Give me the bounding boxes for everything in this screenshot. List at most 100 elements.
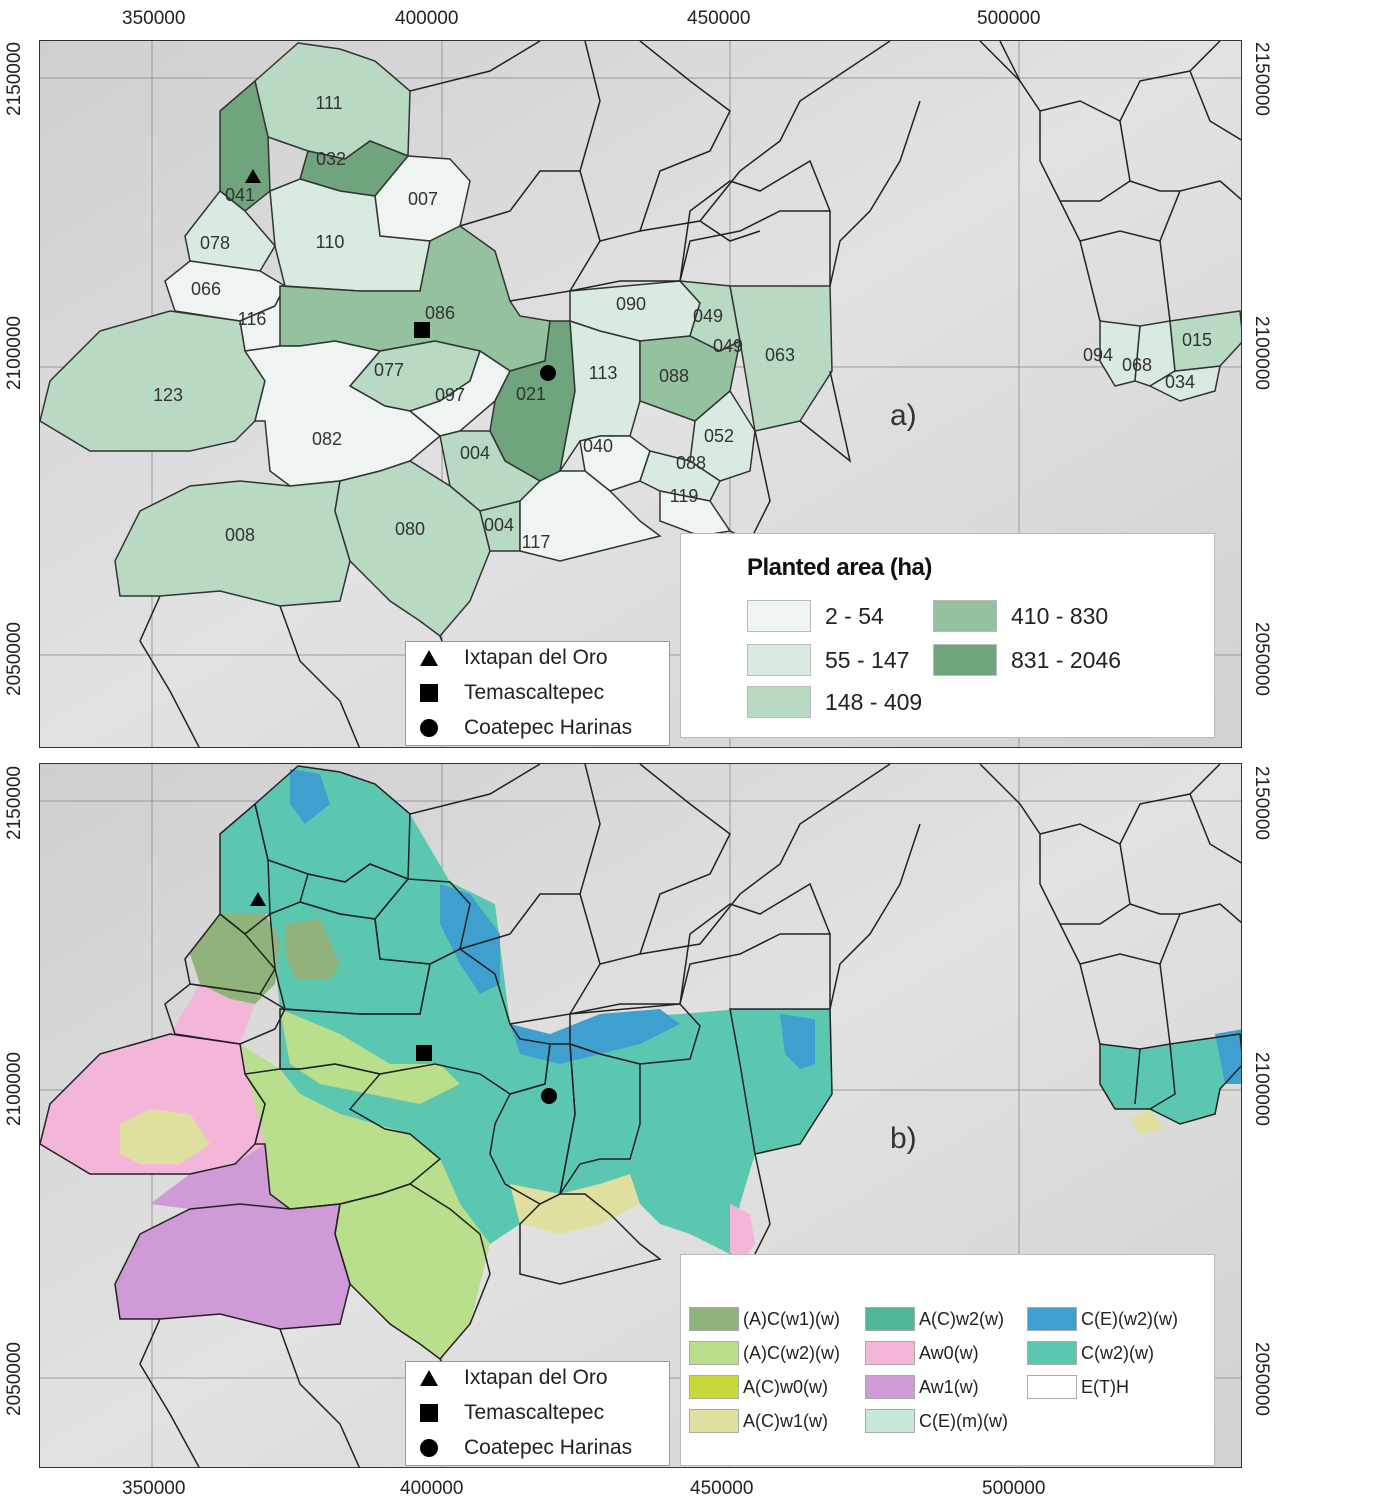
outline-municipalities bbox=[40, 764, 1241, 1467]
swatch bbox=[865, 1409, 915, 1433]
climate-class-1: (A)C(w1)(w) bbox=[689, 1305, 840, 1333]
legend-class-4: 410 - 830 bbox=[933, 598, 1108, 634]
climate-class-6: Aw0(w) bbox=[865, 1339, 979, 1367]
muni-label: 117 bbox=[522, 532, 551, 552]
muni-label: 123 bbox=[153, 385, 183, 405]
muni-label: 088 bbox=[659, 366, 689, 386]
map-a-svg: 111 032 041 007 078 110 066 116 086 090 … bbox=[40, 41, 1241, 747]
muni-088-a bbox=[639, 335, 742, 422]
muni-label: 113 bbox=[589, 363, 618, 383]
y-tick-right-b-2100000: 2100000 bbox=[1250, 1052, 1272, 1126]
circle-icon bbox=[420, 719, 438, 737]
zone-a-c-w2-w-b bbox=[280, 1009, 460, 1104]
zone-aw0 bbox=[40, 984, 265, 1174]
circle-icon bbox=[420, 1439, 438, 1457]
climate-class-2: (A)C(w2)(w) bbox=[689, 1339, 840, 1367]
temascaltepec-marker bbox=[416, 1045, 432, 1061]
swatch bbox=[689, 1375, 739, 1399]
y-tick-left-b-2100000: 2100000 bbox=[3, 1052, 25, 1126]
coatepec-marker bbox=[540, 365, 556, 381]
muni-015 bbox=[1169, 310, 1241, 372]
zone-a-c-w1-b bbox=[510, 1174, 640, 1234]
planted-area-legend: Planted area (ha) 2 - 54 55 - 147 148 - … bbox=[680, 533, 1215, 738]
muni-117 bbox=[519, 470, 662, 562]
x-tick-top-400000: 400000 bbox=[395, 8, 459, 29]
swatch bbox=[747, 686, 811, 718]
y-tick-right-a-2050000: 2050000 bbox=[1250, 622, 1272, 696]
x-tick-bottom-450000: 450000 bbox=[690, 1478, 754, 1499]
temascaltepec-marker bbox=[414, 322, 430, 338]
muni-label: 066 bbox=[191, 279, 221, 299]
swatch bbox=[933, 644, 997, 676]
zone-c-e-w2-d bbox=[290, 769, 330, 824]
y-tick-left-a-2050000: 2050000 bbox=[3, 622, 25, 696]
legend-ixtapan: Ixtapan del Oro bbox=[420, 1364, 608, 1392]
panel-b-tag: b) bbox=[890, 1122, 917, 1155]
swatch bbox=[865, 1341, 915, 1365]
muni-label: 021 bbox=[516, 384, 546, 404]
climate-class-10: C(w2)(w) bbox=[1027, 1339, 1154, 1367]
muni-034 bbox=[1148, 365, 1221, 402]
x-tick-top-450000: 450000 bbox=[687, 8, 751, 29]
zone-aw0-c bbox=[730, 1204, 755, 1264]
legend-temascaltepec: Temascaltepec bbox=[420, 679, 604, 707]
y-tick-right-b-2150000: 2150000 bbox=[1250, 766, 1272, 840]
climate-class-5: A(C)w2(w) bbox=[865, 1305, 1004, 1333]
muni-094 bbox=[1099, 320, 1141, 387]
muni-label: 063 bbox=[765, 345, 795, 365]
triangle-icon bbox=[420, 1370, 438, 1386]
zone-c-e-w2-b bbox=[510, 1009, 680, 1064]
zone-aw1-b bbox=[150, 1144, 290, 1209]
x-tick-bottom-350000: 350000 bbox=[122, 1478, 186, 1499]
climate-legend: (A)C(w1)(w) (A)C(w2)(w) A(C)w0(w) A(C)w1… bbox=[680, 1254, 1215, 1466]
y-tick-left-b-2050000: 2050000 bbox=[3, 1342, 25, 1416]
muni-label: 111 bbox=[315, 93, 342, 113]
muni-label: 068 bbox=[1122, 355, 1152, 375]
muni-123 bbox=[40, 310, 266, 452]
x-tick-bottom-400000: 400000 bbox=[400, 1478, 464, 1499]
climate-class-4: A(C)w1(w) bbox=[689, 1407, 828, 1435]
muni-080 bbox=[334, 460, 491, 638]
ixtapan-marker bbox=[245, 169, 261, 183]
triangle-icon bbox=[420, 650, 438, 666]
climate-class-3: A(C)w0(w) bbox=[689, 1373, 828, 1401]
muni-labels: 111 032 041 007 078 110 066 116 086 090 … bbox=[153, 93, 1212, 552]
zone-a-c-w1-w bbox=[190, 914, 280, 1004]
muni-label: 088 bbox=[676, 453, 706, 473]
zone-aw1 bbox=[115, 1204, 350, 1329]
zone-a-c-w2-w bbox=[240, 1044, 490, 1359]
x-tick-top-500000: 500000 bbox=[977, 8, 1041, 29]
square-icon bbox=[420, 1404, 438, 1422]
zone-c-e-w2-c bbox=[780, 1014, 815, 1069]
y-tick-right-a-2150000: 2150000 bbox=[1250, 42, 1272, 116]
legend-ixtapan: Ixtapan del Oro bbox=[420, 644, 608, 672]
zone-a-c-w1-c bbox=[1130, 1109, 1165, 1134]
legend-coatepec: Coatepec Harinas bbox=[420, 1434, 632, 1462]
x-tick-top-350000: 350000 bbox=[122, 8, 186, 29]
muni-label: 032 bbox=[316, 149, 346, 169]
swatch bbox=[865, 1307, 915, 1331]
muni-label: 090 bbox=[616, 294, 646, 314]
zone-a-c-w1 bbox=[120, 1109, 210, 1164]
map-panel-a: 111 032 041 007 078 110 066 116 086 090 … bbox=[39, 40, 1242, 748]
muni-label: 015 bbox=[1182, 330, 1212, 350]
swatch bbox=[747, 600, 811, 632]
muni-label: 004 bbox=[460, 443, 490, 463]
y-tick-right-a-2100000: 2100000 bbox=[1250, 316, 1272, 390]
muni-label: 077 bbox=[374, 360, 404, 380]
muni-label: 007 bbox=[408, 189, 438, 209]
muni-label: 078 bbox=[200, 233, 230, 253]
muni-082 bbox=[243, 340, 442, 487]
y-tick-left-b-2150000: 2150000 bbox=[3, 766, 25, 840]
swatch bbox=[689, 1409, 739, 1433]
legend-title: Planted area (ha) bbox=[747, 554, 932, 581]
swatch bbox=[1027, 1341, 1077, 1365]
muni-label: 008 bbox=[225, 525, 255, 545]
swatch bbox=[1027, 1307, 1077, 1331]
muni-label: 040 bbox=[583, 436, 613, 456]
legend-coatepec: Coatepec Harinas bbox=[420, 714, 632, 742]
muni-label: 049 bbox=[713, 336, 743, 356]
muni-label: 110 bbox=[316, 232, 345, 252]
muni-label: 080 bbox=[395, 519, 425, 539]
muni-label: 086 bbox=[425, 303, 455, 323]
